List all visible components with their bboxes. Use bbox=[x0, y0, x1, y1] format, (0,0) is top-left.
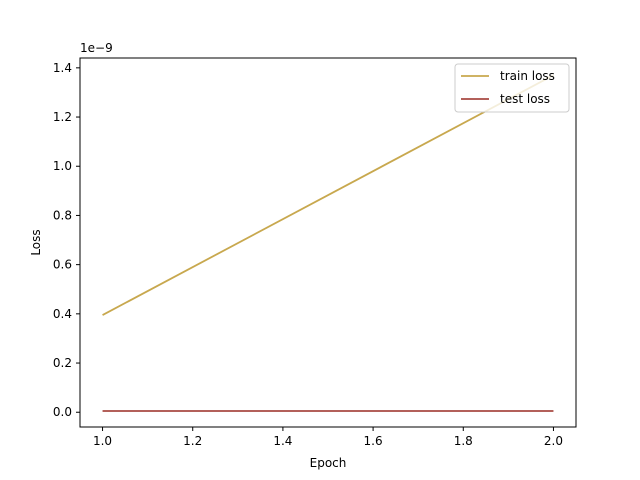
y-tick-label: 0.4 bbox=[53, 307, 72, 321]
y-tick-label: 1.0 bbox=[53, 159, 72, 173]
x-axis-ticks: 1.0 1.2 1.4 1.6 1.8 2.0 bbox=[93, 427, 563, 448]
legend-label: test loss bbox=[500, 92, 550, 106]
y-tick-label: 1.2 bbox=[53, 110, 72, 124]
y-tick-label: 0.6 bbox=[53, 258, 72, 272]
plot-frame bbox=[79, 57, 577, 428]
x-tick-label: 1.8 bbox=[454, 434, 473, 448]
legend-label: train loss bbox=[500, 69, 555, 83]
x-tick-label: 1.2 bbox=[183, 434, 202, 448]
y-tick-label: 0.8 bbox=[53, 208, 72, 222]
x-tick-label: 2.0 bbox=[544, 434, 563, 448]
series-line-train-loss bbox=[102, 74, 554, 316]
x-tick-label: 1.0 bbox=[93, 434, 112, 448]
y-tick-label: 1.4 bbox=[53, 61, 72, 75]
x-tick-label: 1.6 bbox=[364, 434, 383, 448]
y-axis-label: Loss bbox=[29, 229, 43, 255]
x-tick-label: 1.4 bbox=[273, 434, 292, 448]
y-axis-offset-label: 1e−9 bbox=[80, 41, 113, 55]
y-axis-ticks: 0.0 0.2 0.4 0.6 0.8 1.0 1.2 1.4 bbox=[53, 61, 80, 419]
series-layer bbox=[102, 74, 554, 412]
legend: train loss test loss bbox=[454, 63, 570, 113]
x-axis-label: Epoch bbox=[310, 456, 347, 470]
y-tick-label: 0.0 bbox=[53, 405, 72, 419]
y-tick-label: 0.2 bbox=[53, 356, 72, 370]
